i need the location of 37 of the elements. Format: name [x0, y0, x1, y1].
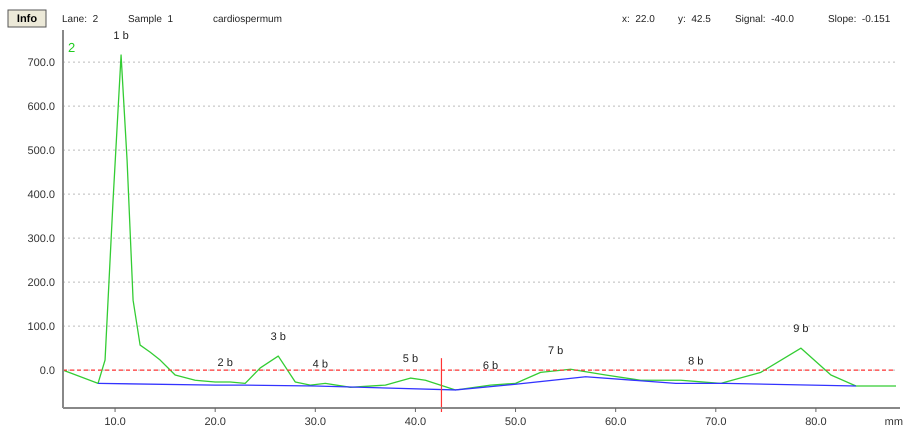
y-tick-label: 100.0 [27, 321, 55, 334]
text: cardiospermum [213, 14, 282, 25]
y-tick-label: 0.0 [40, 365, 55, 378]
annotation: 9 b [793, 323, 809, 336]
annotation: 2 [68, 40, 76, 55]
annotation: 3 b [270, 331, 286, 344]
text: Sample 1 [128, 14, 174, 25]
line-series [62, 54, 897, 391]
line-series [97, 376, 857, 391]
y-tick-label: 700.0 [27, 57, 55, 70]
text: Slope: -0.151 [828, 14, 891, 25]
x-axis-title: mm [884, 416, 903, 428]
y-tick-label: 400.0 [27, 189, 55, 202]
text: Lane: 2 [62, 14, 99, 25]
text: x: 22.0 [622, 14, 656, 25]
annotation: 5 b [402, 353, 418, 366]
annotation: 4 b [312, 358, 328, 370]
x-tick-label: 20.0 [204, 416, 226, 428]
y-tick-label: 300.0 [27, 233, 55, 246]
annotation: 7 b [548, 345, 564, 358]
y-tick-label: 600.0 [27, 101, 55, 114]
x-tick-label: 80.0 [805, 416, 827, 428]
x-tick-label: 30.0 [304, 416, 326, 428]
x-tick-label: 50.0 [504, 416, 526, 428]
annotation: 6 b [482, 360, 498, 372]
annotation: 8 b [688, 355, 704, 368]
annotation: 1 b [113, 30, 129, 42]
x-tick-label: 10.0 [104, 416, 126, 428]
y-tick-label: 200.0 [27, 277, 55, 290]
y-tick-label: 500.0 [27, 145, 55, 158]
x-tick-label: 40.0 [404, 416, 426, 428]
text: Signal: -40.0 [735, 14, 794, 25]
x-tick-label: 60.0 [604, 416, 626, 428]
text: y: 42.5 [678, 14, 712, 25]
annotation: 2 b [218, 357, 233, 370]
x-tick-label: 70.0 [705, 416, 726, 428]
text: Info [16, 13, 38, 25]
